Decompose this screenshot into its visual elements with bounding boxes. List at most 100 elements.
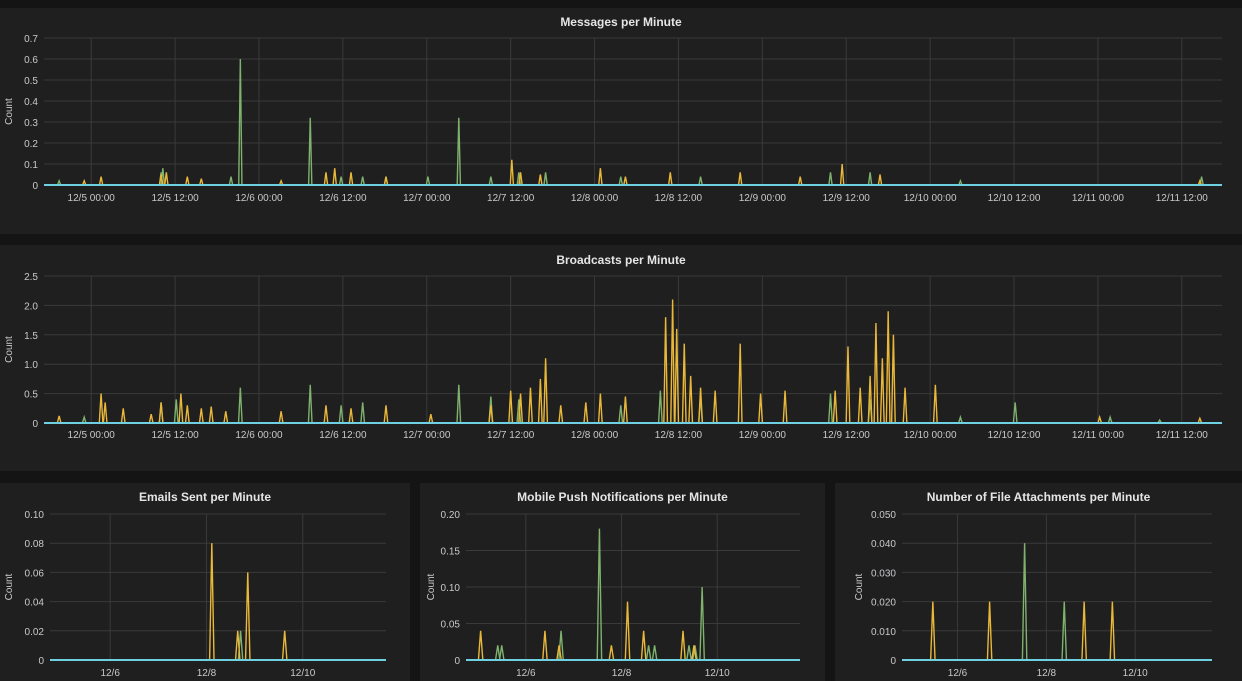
data-spike: [542, 630, 548, 661]
panel-title: Mobile Push Notifications per Minute: [517, 490, 728, 504]
data-spike: [670, 299, 676, 424]
x-tick-label: 12/8 00:00: [571, 193, 619, 204]
data-spike: [885, 311, 891, 424]
panel-emails: Emails Sent per Minute 0 0.02 0.04 0.06 0.08…: [0, 483, 410, 681]
files-chart: 0 0.010 0.020 0.030 0.040 0.050 12/6 12/8 12/10 C…: [854, 510, 1212, 679]
x-tick-label: 12/6 00:00: [235, 430, 283, 441]
data-spike: [234, 630, 241, 661]
panel-push: Mobile Push Notifications per Minute 0 0.…: [420, 483, 825, 681]
y-tick-label: 0.5: [24, 76, 38, 87]
data-spike: [456, 117, 462, 186]
y-tick-label: 0.6: [24, 55, 38, 66]
data-spike: [208, 406, 214, 424]
x-tick-label: 12/8: [197, 668, 217, 679]
data-spike: [558, 405, 564, 424]
data-spike: [758, 393, 764, 424]
data-spike: [667, 172, 673, 186]
y-tick-label: 2.5: [24, 272, 38, 283]
data-spike: [556, 645, 562, 661]
data-spike: [618, 405, 624, 424]
y-tick-label: 0.5: [24, 390, 38, 401]
data-spike: [932, 384, 938, 424]
panel-messages: Messages per Minute 0 0.1 0.2 0.3 0.4 0.5 0.6 0…: [0, 8, 1242, 234]
data-spike: [596, 528, 603, 661]
data-spike: [583, 402, 589, 424]
x-tick-label: 12/8 12:00: [655, 430, 703, 441]
data-spike: [1197, 178, 1203, 186]
data-spike: [692, 645, 698, 661]
x-tick-label: 12/6 12:00: [319, 193, 367, 204]
x-tick-label: 12/10 00:00: [904, 430, 957, 441]
x-tick-label: 12/6: [100, 668, 120, 679]
data-spike: [185, 176, 190, 186]
data-spike: [348, 408, 354, 424]
data-spike: [425, 176, 431, 186]
data-spike: [244, 572, 251, 661]
data-spike: [958, 178, 963, 186]
data-spike: [877, 174, 883, 186]
panel-title: Number of File Attachments per Minute: [926, 490, 1151, 504]
x-tick-label: 12/7 12:00: [487, 430, 535, 441]
data-spike: [845, 346, 851, 424]
push-chart: 0 0.05 0.10 0.15 0.20 12/6 12/8 12/10 Count: [426, 510, 800, 679]
x-tick-label: 12/9 12:00: [823, 193, 871, 204]
data-spike: [890, 334, 896, 424]
x-tick-label: 12/7 00:00: [403, 193, 451, 204]
data-spike: [657, 390, 663, 424]
data-spike: [1012, 402, 1018, 424]
data-spike: [477, 630, 484, 661]
data-spike: [902, 387, 908, 424]
data-spike: [198, 408, 204, 424]
data-spike: [598, 168, 603, 186]
y-tick-label: 2.0: [24, 301, 38, 312]
data-spike: [827, 393, 833, 424]
data-spike: [307, 384, 313, 424]
y-tick-label: 0.4: [24, 97, 38, 108]
messages-chart: 0 0.1 0.2 0.3 0.4 0.5 0.6 0.7 12/5 00:00 12/5 12:…: [4, 34, 1222, 204]
data-spike: [674, 328, 680, 424]
panel-title: Broadcasts per Minute: [556, 253, 686, 267]
x-tick-label: 12/5 12:00: [151, 430, 199, 441]
data-spike: [348, 172, 354, 186]
data-spike: [238, 58, 243, 186]
x-tick-label: 12/5 00:00: [68, 193, 116, 204]
y-axis-label: Count: [854, 573, 865, 600]
data-spike: [782, 390, 788, 424]
data-spike: [622, 396, 628, 424]
data-spike: [323, 405, 329, 424]
y-tick-label: 0: [38, 656, 44, 667]
panel-broadcasts: Broadcasts per Minute 0 0.5 1.0 1.5 2.0 2.5 12…: [0, 245, 1242, 471]
data-spike: [1197, 416, 1203, 424]
data-spike: [338, 176, 344, 186]
data-spike: [699, 586, 706, 661]
panel-title: Emails Sent per Minute: [138, 490, 272, 504]
data-spike: [543, 172, 548, 186]
data-spike: [597, 393, 603, 424]
y-tick-label: 0.7: [24, 34, 38, 45]
data-spike: [986, 601, 993, 661]
y-tick-label: 0.050: [871, 510, 896, 521]
data-spike: [832, 390, 838, 424]
emails-chart: 0 0.02 0.04 0.06 0.08 0.10 12/6 12/8 12/10 Count: [4, 510, 386, 679]
data-spike: [178, 393, 184, 424]
data-spike: [81, 178, 87, 186]
data-spike: [1061, 601, 1068, 661]
data-spike: [360, 176, 365, 186]
data-spike: [360, 402, 366, 424]
x-tick-label: 12/8 12:00: [655, 193, 703, 204]
data-spike: [228, 176, 234, 186]
data-spike: [488, 405, 494, 424]
x-tick-label: 12/10: [1123, 668, 1148, 679]
data-spike: [494, 645, 501, 661]
data-spike: [173, 399, 179, 424]
data-spike: [797, 176, 803, 186]
data-spike: [867, 172, 873, 186]
data-spike: [698, 176, 703, 186]
data-spike: [618, 176, 624, 186]
y-tick-label: 0.20: [441, 510, 461, 521]
data-spike: [338, 405, 344, 424]
data-spike: [1107, 414, 1113, 424]
data-spike: [56, 178, 62, 186]
x-tick-label: 12/6 12:00: [319, 430, 367, 441]
